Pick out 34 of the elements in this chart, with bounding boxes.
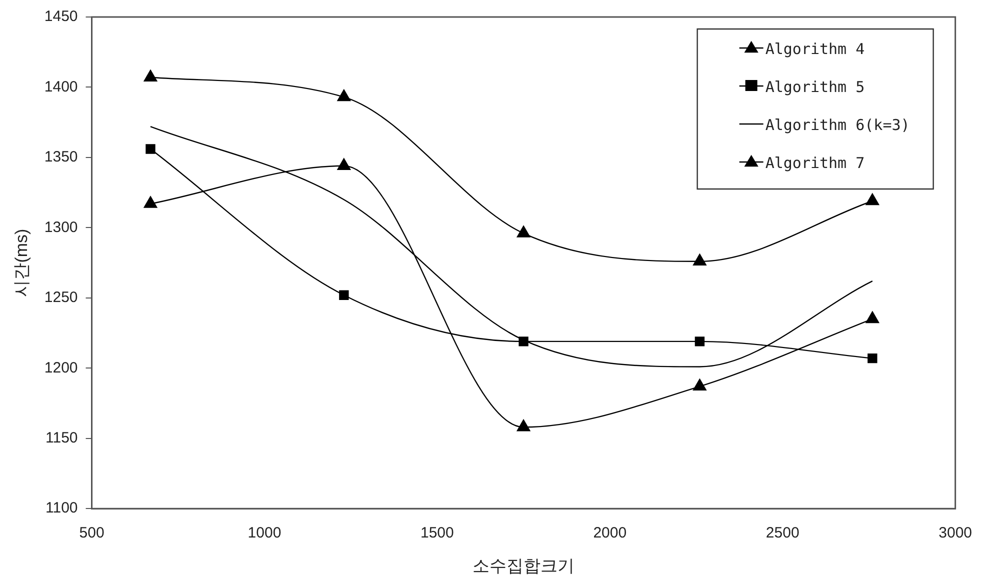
point — [144, 70, 158, 82]
point — [516, 420, 530, 432]
y-tick-label: 1200 — [44, 359, 78, 376]
point — [337, 158, 351, 170]
point — [339, 290, 349, 300]
x-tick-label: 3000 — [938, 524, 972, 542]
x-tick-label: 2000 — [593, 524, 627, 542]
legend-label: Algorithm 5 — [765, 78, 865, 96]
y-tick-label: 1350 — [44, 148, 78, 166]
point — [693, 254, 706, 266]
point — [694, 336, 705, 346]
point — [693, 378, 706, 391]
legend-label: Algorithm 7 — [765, 154, 865, 172]
y-tick-label: 1150 — [46, 430, 78, 447]
y-tick-label: 1450 — [44, 8, 78, 26]
legend-label: Algorithm 6(k=3) — [765, 116, 910, 134]
x-tick-label: 1000 — [248, 524, 282, 542]
legend-label: Algorithm 4 — [765, 40, 865, 58]
point — [868, 353, 878, 364]
point — [144, 196, 158, 208]
y-axis-title: 시간(ms) — [12, 228, 31, 297]
point — [516, 226, 530, 238]
x-axis-title: 소수집합크기 — [472, 556, 575, 576]
y-tick-label: 1250 — [44, 289, 78, 306]
x-tick-label: 2500 — [766, 524, 800, 542]
point — [518, 336, 528, 346]
y-tick-label: 1300 — [44, 218, 78, 236]
point — [866, 193, 880, 206]
y-tick-label: 1400 — [44, 78, 78, 96]
x-tick-label: 1500 — [420, 524, 454, 542]
x-tick-label: 500 — [79, 524, 104, 542]
point — [337, 89, 351, 102]
y-tick-label: 1100 — [46, 500, 78, 517]
point — [866, 311, 880, 324]
